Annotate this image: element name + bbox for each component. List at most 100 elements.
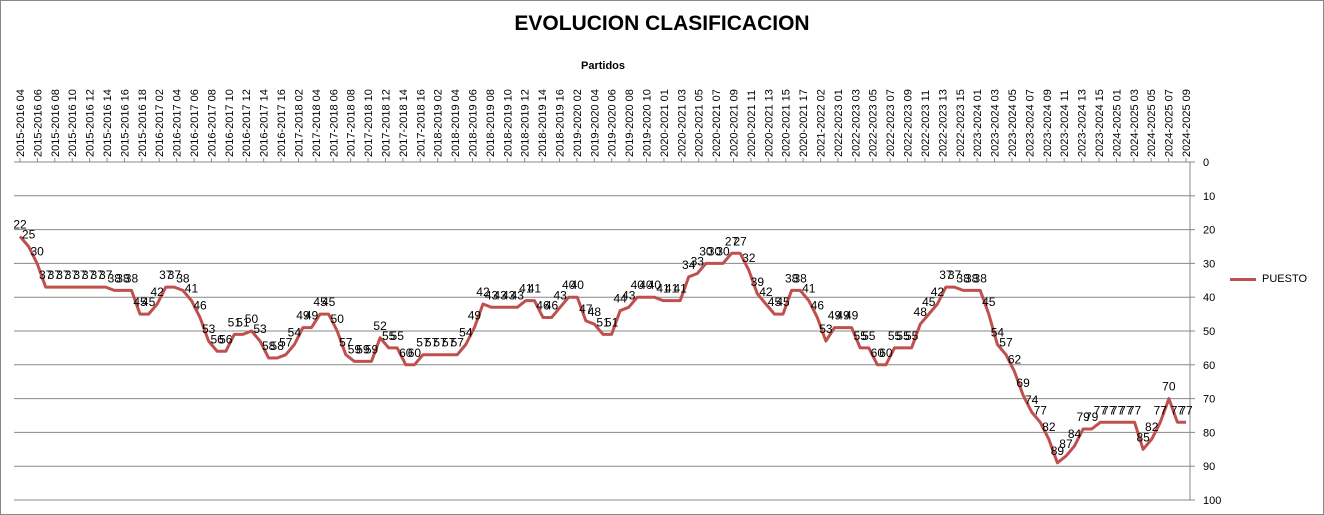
y-tick-label: 80 xyxy=(1203,427,1215,439)
data-label: 77 xyxy=(1154,403,1168,417)
x-tick-label: 2024-2025 05 xyxy=(1146,89,1158,157)
data-label: 82 xyxy=(1145,420,1159,434)
data-label: 38 xyxy=(108,271,122,285)
data-label: 37 xyxy=(56,268,70,282)
data-label: 49 xyxy=(468,309,482,323)
x-tick-label: 2023-2024 15 xyxy=(1094,89,1106,157)
data-label: 30 xyxy=(716,244,730,258)
x-tick-label: 2015-2016 10 xyxy=(67,89,79,157)
x-tick-label: 2017-2018 12 xyxy=(380,89,392,157)
data-label: 38 xyxy=(116,271,130,285)
data-label: 56 xyxy=(219,332,233,346)
y-tick-label: 100 xyxy=(1203,495,1221,507)
data-label: 53 xyxy=(202,322,216,336)
data-label: 37 xyxy=(48,268,62,282)
data-label: 30 xyxy=(30,244,44,258)
legend: PUESTO xyxy=(1230,272,1307,286)
x-tick-label: 2020-2021 15 xyxy=(781,89,793,157)
data-label: 60 xyxy=(871,346,885,360)
x-tick-label: 2023-2024 05 xyxy=(1007,89,1019,157)
data-label: 69 xyxy=(1016,376,1030,390)
data-label: 25 xyxy=(22,228,36,242)
data-label: 40 xyxy=(631,278,645,292)
data-label: 49 xyxy=(836,309,850,323)
x-tick-label: 2018-2019 16 xyxy=(554,89,566,157)
x-tick-label: 2023-2024 01 xyxy=(972,89,984,157)
data-label: 89 xyxy=(1051,444,1065,458)
x-tick-label: 2015-2016 16 xyxy=(119,89,131,157)
data-label: 50 xyxy=(245,312,259,326)
data-label: 51 xyxy=(236,315,250,329)
data-label: 77 xyxy=(1179,403,1193,417)
data-label: 49 xyxy=(828,309,842,323)
data-label: 55 xyxy=(888,329,902,343)
data-label: 41 xyxy=(656,282,670,296)
x-tick-label: 2020-2021 01 xyxy=(659,89,671,157)
x-tick-label: 2022-2023 01 xyxy=(833,89,845,157)
x-tick-label: 2019-2020 02 xyxy=(572,89,584,157)
data-label: 53 xyxy=(819,322,833,336)
x-tick-label: 2015-2016 06 xyxy=(32,89,44,157)
data-label: 51 xyxy=(228,315,242,329)
x-axis-title: Partidos xyxy=(580,60,625,72)
data-label: 45 xyxy=(133,295,147,309)
data-label: 38 xyxy=(785,271,799,285)
x-tick-label: 2016-2017 14 xyxy=(259,89,271,157)
data-label: 27 xyxy=(733,234,747,248)
x-tick-label: 2019-2020 08 xyxy=(624,89,636,157)
data-label: 37 xyxy=(168,268,182,282)
data-label: 60 xyxy=(399,346,413,360)
data-label: 38 xyxy=(125,271,139,285)
x-tick-label: 2022-2023 03 xyxy=(850,89,862,157)
y-tick-label: 20 xyxy=(1203,225,1215,237)
data-label: 40 xyxy=(571,278,585,292)
data-label: 74 xyxy=(1025,393,1039,407)
x-tick-label: 2018-2019 08 xyxy=(485,89,497,157)
data-label: 40 xyxy=(562,278,576,292)
data-label: 44 xyxy=(613,292,627,306)
data-label: 42 xyxy=(931,285,945,299)
x-tick-label: 2024-2025 01 xyxy=(1111,89,1123,157)
data-label: 41 xyxy=(528,282,542,296)
data-label: 57 xyxy=(999,336,1013,350)
x-tick-label: 2015-2016 08 xyxy=(50,89,62,157)
data-label: 45 xyxy=(768,295,782,309)
data-label: 38 xyxy=(794,271,808,285)
data-label: 54 xyxy=(991,326,1005,340)
x-tick-label: 2018-2019 10 xyxy=(502,89,514,157)
data-label: 43 xyxy=(622,288,636,302)
data-label: 57 xyxy=(416,336,430,350)
data-label: 37 xyxy=(90,268,104,282)
data-label: 37 xyxy=(939,268,953,282)
data-label: 43 xyxy=(502,288,516,302)
data-label: 55 xyxy=(905,329,919,343)
data-label: 55 xyxy=(391,329,405,343)
x-tick-label: 2020-2021 17 xyxy=(798,89,810,157)
y-tick-label: 40 xyxy=(1203,292,1215,304)
x-tick-label: 2017-2018 10 xyxy=(363,89,375,157)
x-tick-label: 2023-2024 09 xyxy=(1042,89,1054,157)
data-label: 55 xyxy=(862,329,876,343)
data-label: 46 xyxy=(811,298,825,312)
data-label: 38 xyxy=(974,271,988,285)
data-label: 41 xyxy=(665,282,679,296)
data-label: 30 xyxy=(699,244,713,258)
data-label: 85 xyxy=(1136,430,1150,444)
data-label: 77 xyxy=(1102,403,1116,417)
data-label: 51 xyxy=(596,315,610,329)
y-tick-label: 30 xyxy=(1203,258,1215,270)
data-label: 77 xyxy=(1094,403,1108,417)
y-tick-label: 90 xyxy=(1203,461,1215,473)
data-label: 53 xyxy=(253,322,267,336)
x-tick-label: 2018-2019 12 xyxy=(520,89,532,157)
x-tick-labels: 2015-2016 04 2015-2016 06 2015-2016 08 2015… xyxy=(15,89,1193,157)
x-tick-label: 2016-2017 02 xyxy=(154,89,166,157)
data-label: 45 xyxy=(322,295,336,309)
x-tick-label: 2023-2024 13 xyxy=(1077,89,1089,157)
data-label: 43 xyxy=(553,288,567,302)
data-label: 59 xyxy=(348,342,362,356)
data-label: 46 xyxy=(545,298,559,312)
x-tick-label: 2017-2018 08 xyxy=(346,89,358,157)
